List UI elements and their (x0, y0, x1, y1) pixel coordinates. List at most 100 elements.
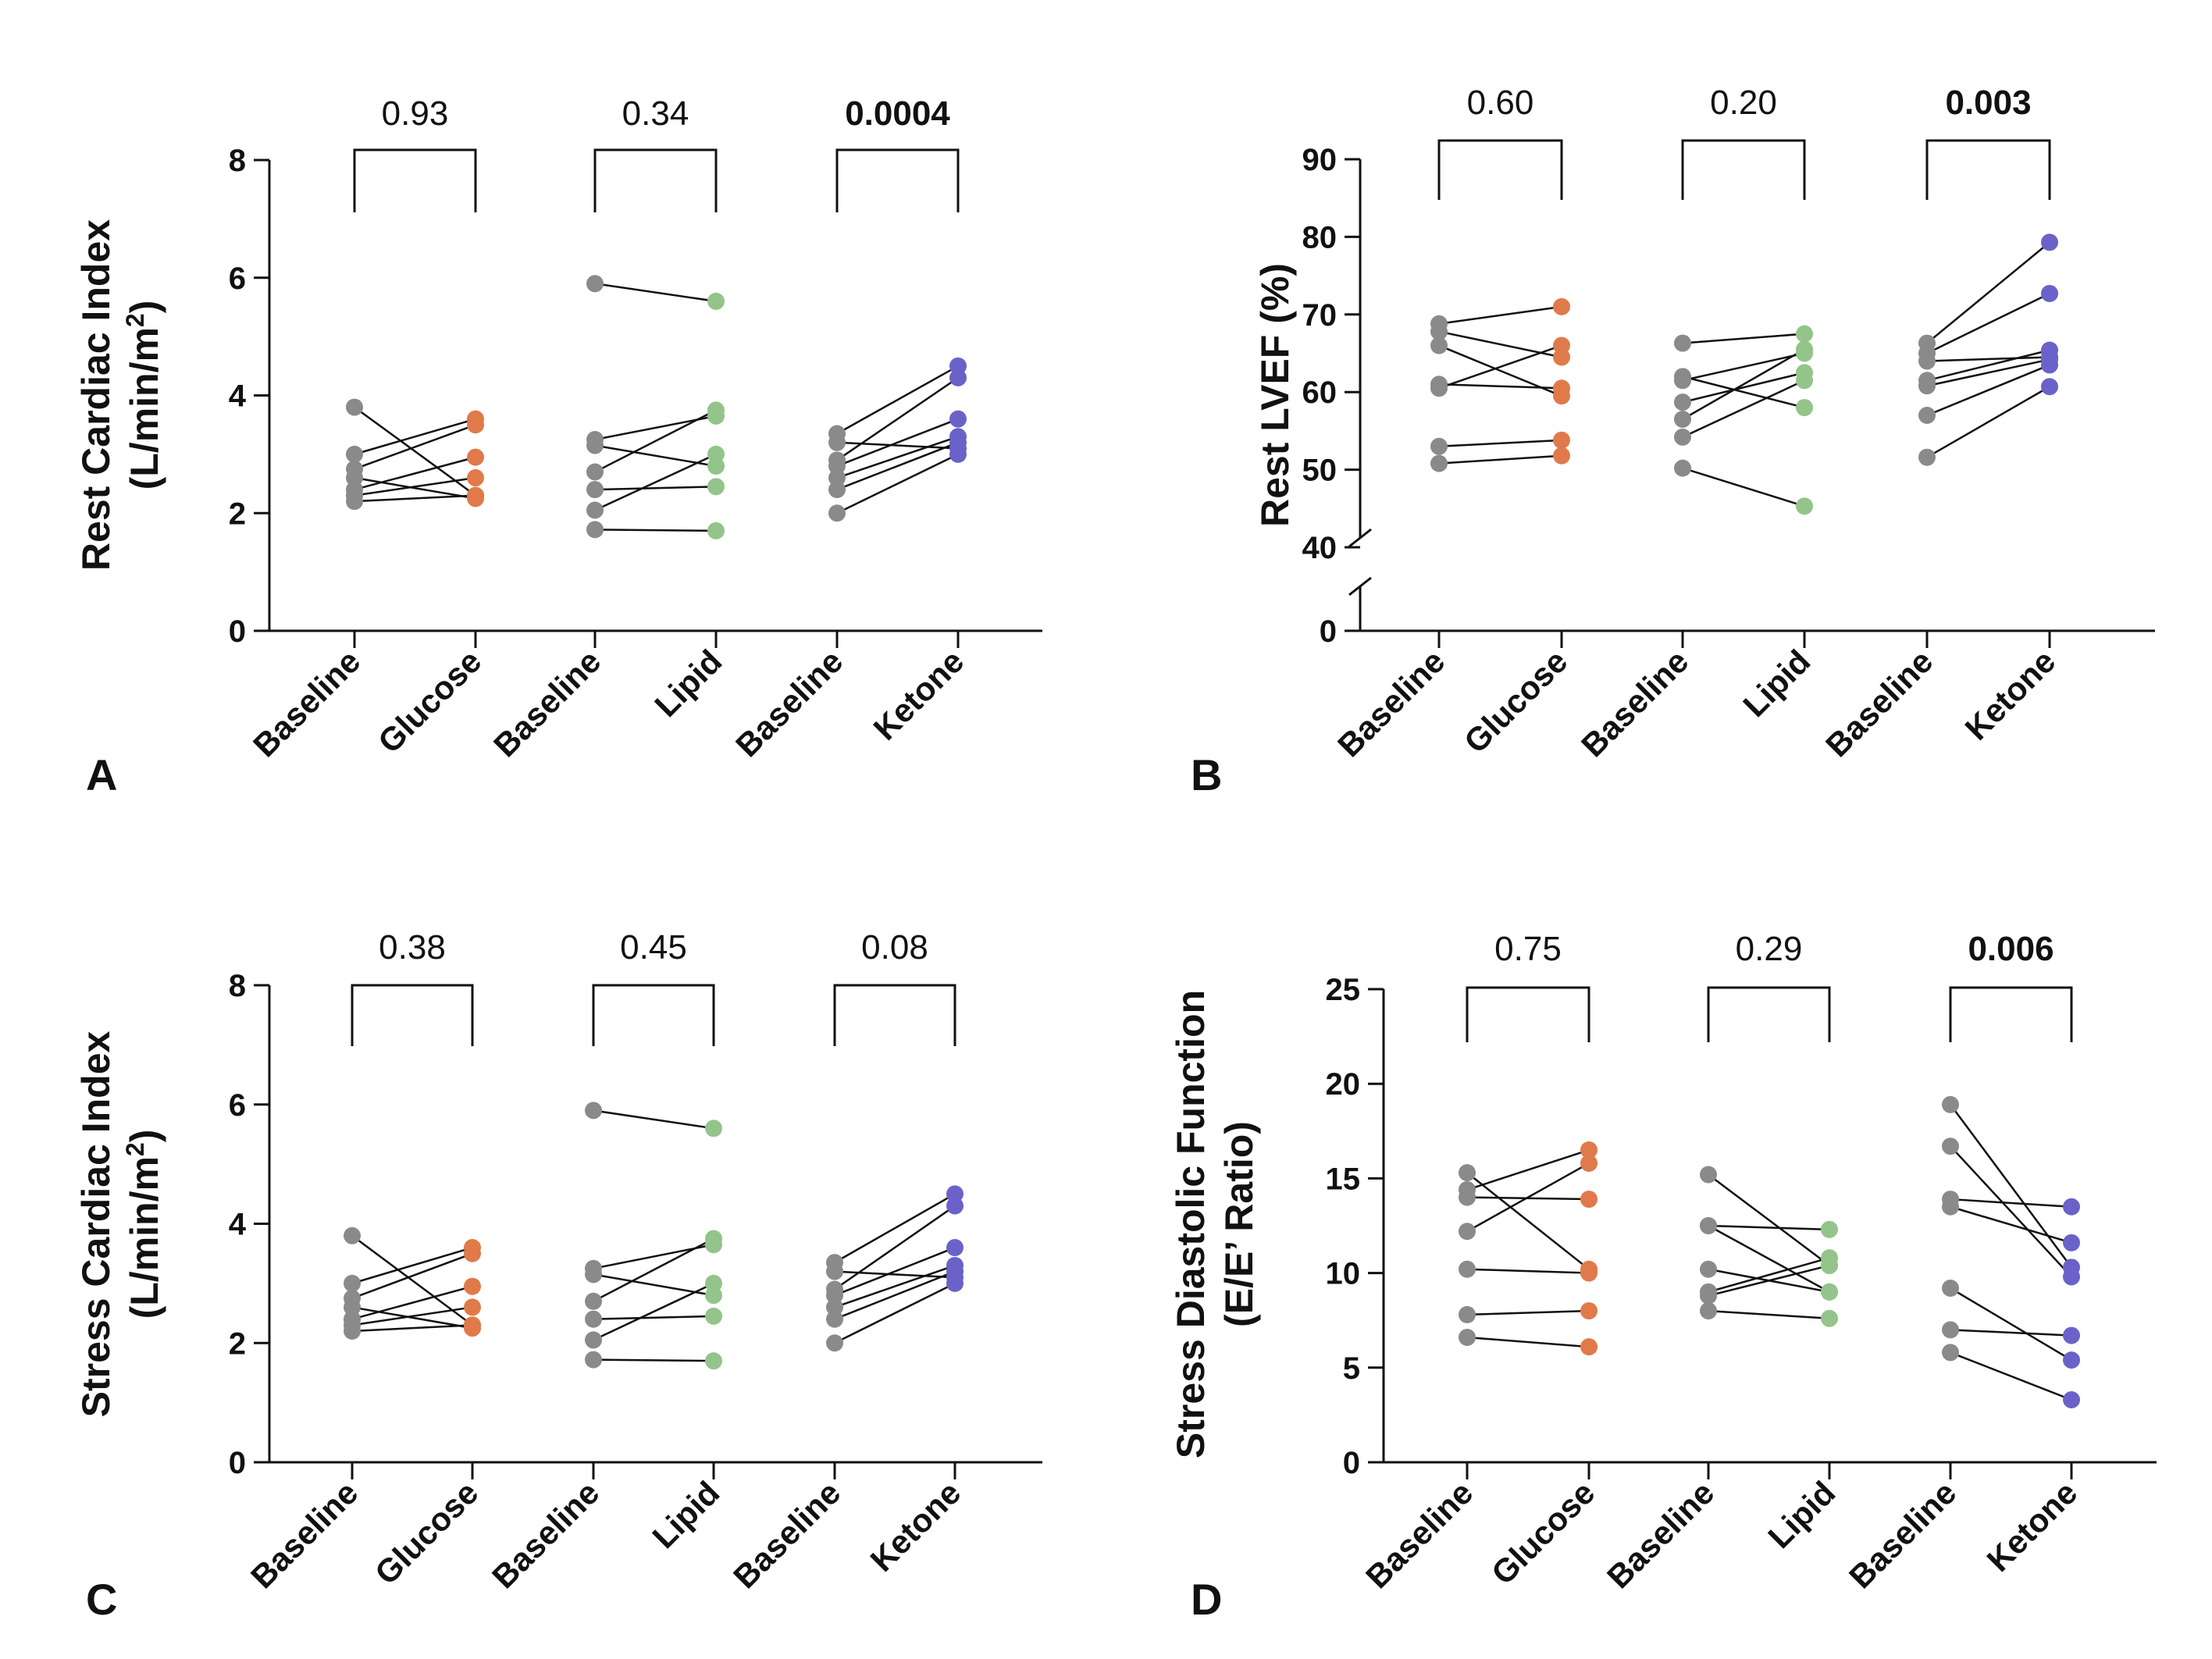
y-tick-label: 4 (229, 379, 247, 414)
baseline-point (585, 1102, 602, 1120)
significance-bracket (1949, 986, 2073, 1042)
paired-line (834, 1282, 956, 1344)
baseline-point (344, 1274, 361, 1292)
glucose-point (467, 448, 484, 466)
lipid-point (1796, 340, 1813, 358)
ketone-point (2063, 1351, 2080, 1369)
ketone-point (2041, 378, 2058, 396)
y-tick-label: 25 (1326, 973, 1361, 1007)
paired-line (1950, 1205, 2072, 1244)
paired-line (1708, 1264, 1830, 1297)
paired-line (1926, 358, 2050, 387)
paired-line (1466, 1162, 1590, 1233)
paired-line (1950, 1287, 2072, 1362)
baseline-point (1700, 1302, 1717, 1320)
significance-bracket (353, 148, 477, 212)
baseline-point (1700, 1217, 1717, 1234)
paired-line (593, 1237, 714, 1302)
x-tick-label: Glucose (1484, 1474, 1601, 1591)
axis-break-mark (1348, 576, 1372, 596)
paired-line (1466, 1148, 1590, 1191)
paired-line (594, 453, 717, 511)
glucose-point (464, 1244, 481, 1262)
x-tick-label: Lipid (645, 1474, 726, 1555)
p-value-label: 0.93 (382, 94, 449, 133)
significance-bracket (833, 984, 956, 1046)
glucose-point (1580, 1264, 1598, 1282)
paired-line (354, 494, 476, 503)
panel-letter: C (86, 1575, 117, 1624)
p-value-label: 0.003 (1945, 84, 2031, 122)
paired-line (836, 441, 959, 450)
paired-line (1926, 386, 2050, 458)
baseline-point (1459, 1260, 1476, 1278)
paired-line (836, 441, 959, 491)
p-value-label: 0.0004 (845, 94, 950, 133)
group-ketone: 0.0004 (828, 94, 967, 522)
lipid-point (705, 1274, 722, 1292)
x-tick-label: Lipid (1736, 643, 1817, 724)
ketone-point (946, 1197, 964, 1215)
lipid-point (1821, 1283, 1838, 1301)
paired-line (594, 486, 717, 491)
ketone-point (2063, 1391, 2080, 1409)
paired-line (836, 418, 959, 468)
y-tick-label: 6 (229, 262, 246, 296)
x-tick-label: Baseline (1818, 643, 1940, 764)
group-lipid: 0.20 (1674, 84, 1813, 515)
lipid-point (1796, 399, 1813, 417)
glucose-point (1553, 379, 1570, 397)
glucose-point (1553, 336, 1570, 354)
y-axis-title: Rest LVEF (%) (1253, 263, 1297, 527)
p-value-label: 0.34 (622, 94, 689, 133)
lipid-point (1796, 497, 1813, 515)
baseline-point (1430, 379, 1448, 397)
baseline-point (1674, 459, 1691, 477)
p-value-label: 0.75 (1494, 930, 1562, 968)
baseline-point (1700, 1260, 1717, 1278)
paired-line (1466, 1268, 1590, 1274)
paired-line (836, 436, 959, 479)
y-tick-label: 90 (1302, 143, 1338, 177)
x-tick-label: Baseline (1600, 1474, 1721, 1595)
x-tick-label: Baseline (1359, 1474, 1480, 1595)
baseline-point (1430, 322, 1448, 340)
lipid-point (705, 1307, 722, 1325)
baseline-point (1700, 1287, 1717, 1305)
group-glucose: 0.38 (344, 928, 481, 1340)
y-tick-label: 5 (1343, 1351, 1360, 1386)
glucose-point (464, 1316, 481, 1334)
group-lipid: 0.29 (1700, 930, 1838, 1327)
group-ketone: 0.08 (826, 928, 964, 1352)
group-lipid: 0.34 (586, 94, 725, 539)
y-tick-label: 60 (1302, 376, 1338, 410)
glucose-point (1580, 1141, 1598, 1159)
paired-line (836, 453, 959, 514)
lipid-point (705, 1287, 722, 1305)
baseline-point (1674, 372, 1691, 390)
paired-line (1466, 1336, 1590, 1348)
x-tick-label: Glucose (371, 643, 488, 760)
baseline-point (346, 469, 363, 487)
baseline-point (1918, 352, 1936, 370)
x-tick-label: Glucose (1457, 643, 1574, 760)
group-glucose: 0.75 (1459, 930, 1598, 1356)
lipid-point (707, 401, 725, 419)
y-tick-label: 20 (1326, 1067, 1361, 1102)
y-tick-label: 50 (1302, 454, 1338, 488)
baseline-point (344, 1226, 361, 1244)
significance-bracket (1925, 139, 2051, 200)
paired-line (1926, 241, 2050, 344)
y-tick-label: 4 (229, 1208, 247, 1242)
x-tick-label: Baseline (1330, 643, 1452, 764)
lipid-point (1821, 1220, 1838, 1238)
significance-bracket (593, 148, 718, 212)
baseline-point (1918, 377, 1936, 395)
baseline-point (1459, 1329, 1476, 1347)
significance-bracket (351, 984, 474, 1046)
paired-line (594, 529, 717, 532)
ketone-point (946, 1274, 964, 1292)
lipid-point (1821, 1256, 1838, 1274)
paired-line (354, 406, 476, 497)
